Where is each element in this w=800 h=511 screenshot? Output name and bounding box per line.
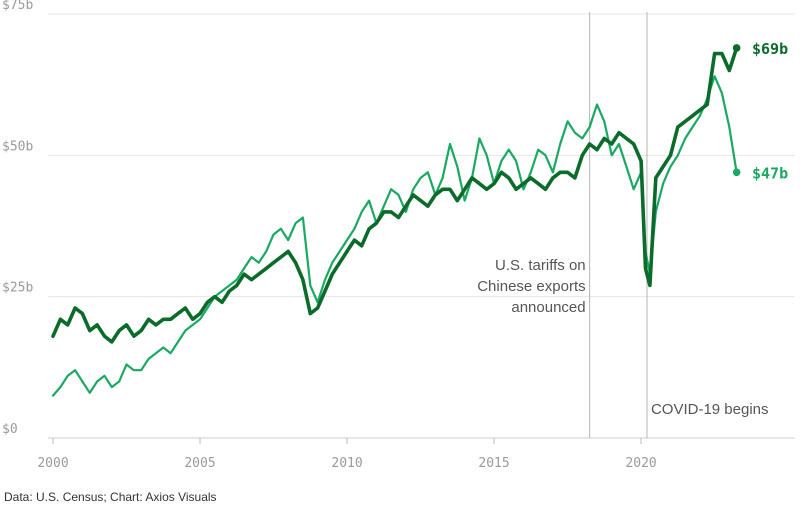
x-tick-label: 2015	[478, 456, 509, 471]
annotation-text: U.S. tariffs on	[495, 257, 586, 274]
series-end-point-dark	[732, 44, 741, 52]
x-tick-label: 2010	[331, 456, 362, 471]
annotation-text: Chinese exports	[477, 278, 585, 295]
y-tick-label: $25b	[2, 281, 33, 296]
gridlines	[48, 13, 795, 439]
x-axis-ticks: 2000 2005 2010 2015 2020	[37, 438, 657, 471]
y-tick-label: $50b	[2, 139, 33, 154]
annotations: U.S. tariffs on Chinese exports announced C…	[477, 12, 769, 438]
y-tick-label: $75b	[2, 0, 33, 13]
annotation-text: announced	[511, 299, 585, 316]
series-end-labels: $47b $69b	[752, 40, 788, 182]
x-tick-label: 2005	[184, 456, 215, 471]
series-line-light	[51, 75, 738, 397]
series-end-label-dark: $69b	[752, 40, 788, 58]
y-tick-label: $0	[2, 422, 18, 437]
series-lines	[51, 44, 741, 397]
source-note: Data: U.S. Census; Chart: Axios Visuals	[4, 490, 217, 504]
series-line-dark	[51, 46, 739, 344]
series-end-label-light: $47b	[752, 164, 788, 182]
annotation-text: COVID-19 begins	[651, 401, 769, 418]
y-axis-ticks: $0 $25b $50b $75b	[2, 0, 33, 437]
x-tick-label: 2020	[625, 456, 656, 471]
series-end-point-light	[732, 168, 741, 177]
x-tick-label: 2000	[37, 456, 68, 471]
